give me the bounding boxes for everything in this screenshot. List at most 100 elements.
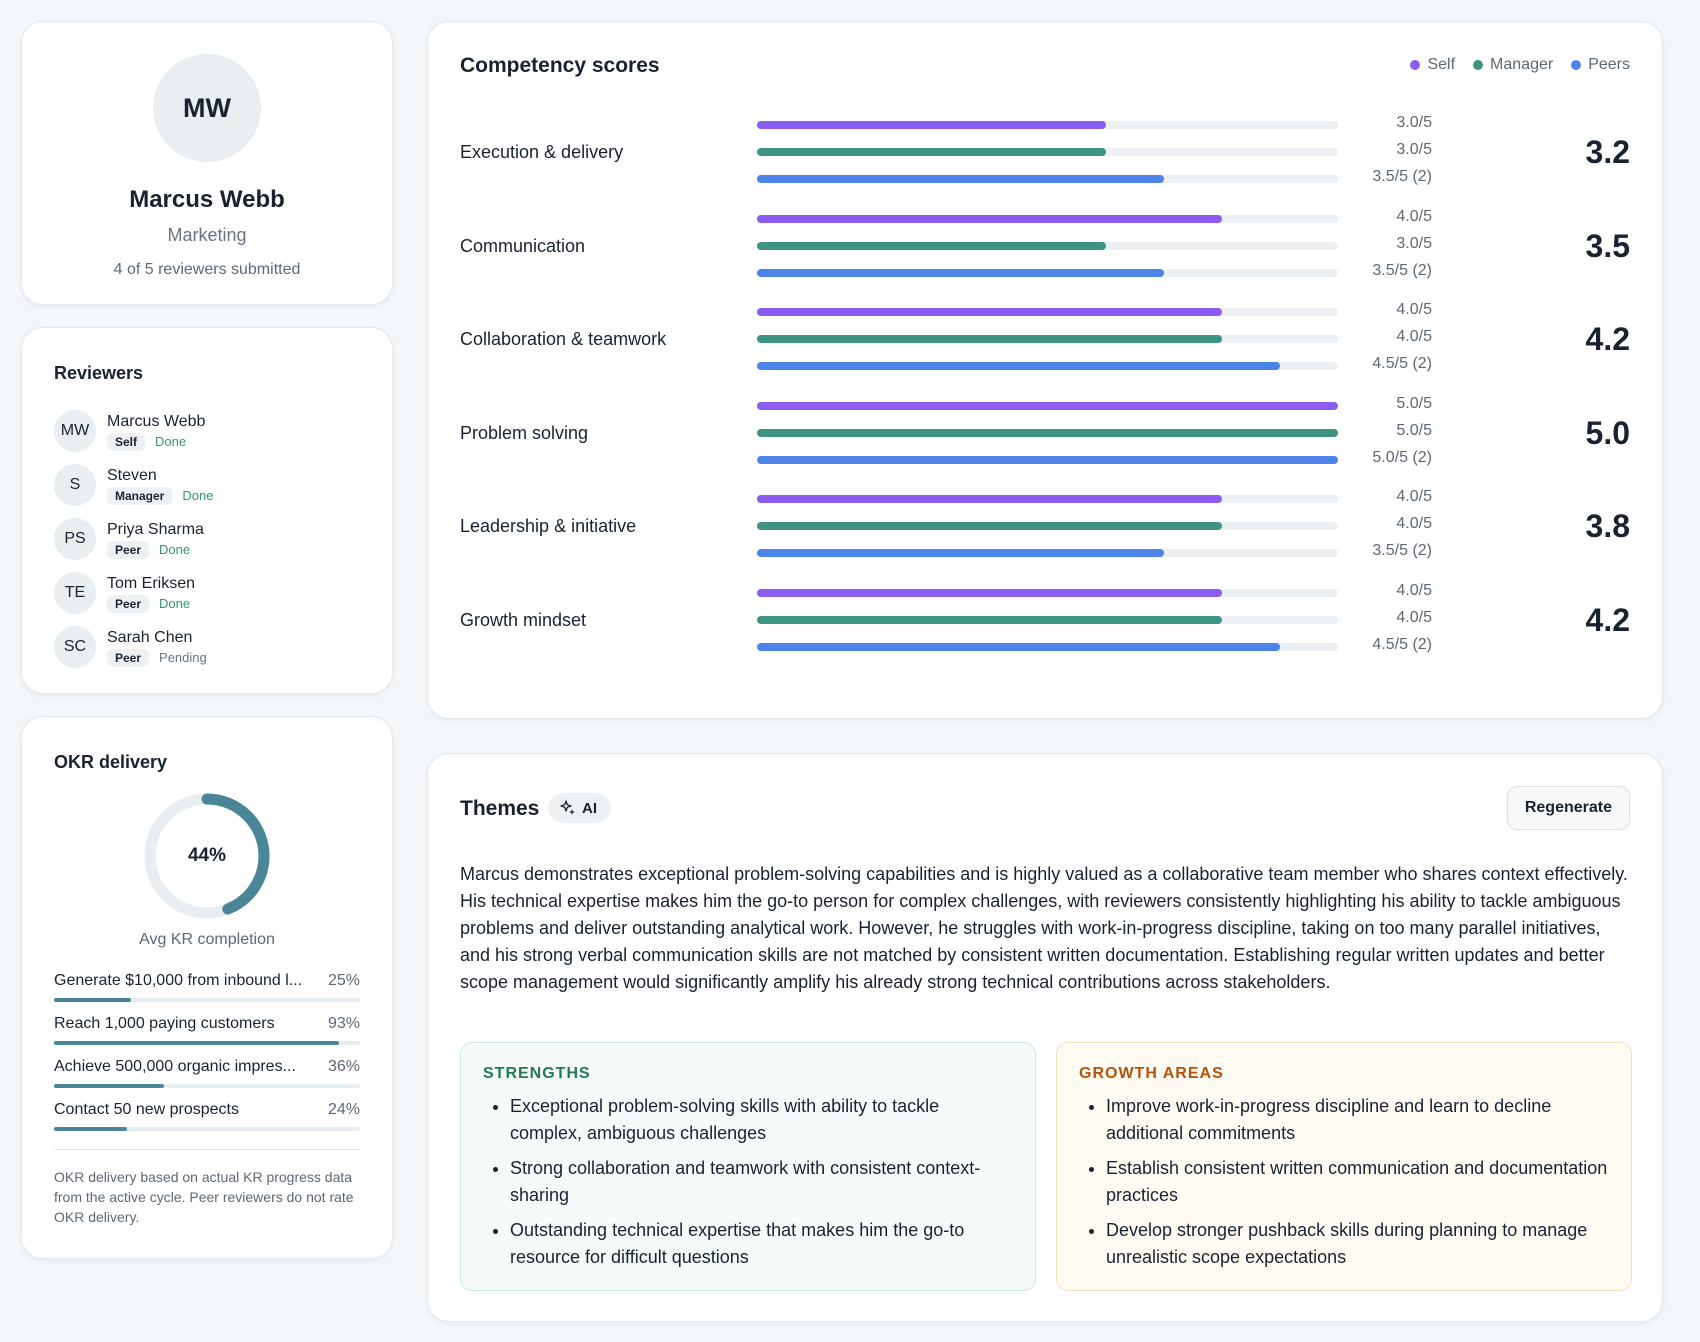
key-result-label: Achieve 500,000 organic impres...: [54, 1058, 296, 1075]
competency-score-manager: 4.0/5: [1396, 515, 1432, 532]
reviewer-status: Done: [155, 434, 187, 449]
reviewer-row: MW Marcus Webb Self Done: [54, 404, 372, 458]
competency-bar-peers: [757, 175, 1164, 183]
legend-peers: Peers: [1571, 56, 1630, 74]
reviewer-meta: Peer Done: [107, 594, 195, 613]
legend-self-label: Self: [1427, 56, 1456, 73]
competency-row: Growth mindset 4.2 4.0/5 4.0/5 4.5/5 (2): [428, 572, 1662, 672]
key-result-header: Generate $10,000 from inbound l... 25%: [54, 972, 360, 990]
competency-bar-track-manager: [757, 241, 1338, 250]
key-result-label: Contact 50 new prospects: [54, 1101, 239, 1118]
key-result-item: Achieve 500,000 organic impres... 36%: [54, 1058, 360, 1101]
reviewer-role-badge: Manager: [107, 486, 173, 505]
reviewer-name: Marcus Webb: [107, 412, 206, 430]
reviewer-avatar: S: [54, 464, 96, 506]
key-result-percent: 36%: [327, 1058, 360, 1075]
profile-department: Marketing: [167, 225, 247, 245]
key-result-item: Generate $10,000 from inbound l... 25%: [54, 972, 360, 1015]
key-result-progress-fill: [54, 998, 131, 1002]
reviewer-avatar: SC: [54, 626, 96, 668]
reviewer-info: Marcus Webb Self Done: [107, 412, 205, 451]
donut-progress-arc: [144, 793, 270, 919]
reviewer-row: TE Tom Eriksen Peer Done: [54, 566, 372, 620]
legend-manager-dot: [1473, 60, 1484, 70]
competency-score-self: 5.0/5: [1396, 394, 1432, 412]
reviewers-submitted-count: 4 of 5 reviewers submitted: [113, 261, 301, 278]
competency-label: Leadership & initiative: [460, 516, 637, 536]
key-result-progress-fill: [54, 1127, 128, 1131]
competency-bar-manager: [757, 615, 1222, 624]
reviewer-avatar: TE: [54, 572, 96, 614]
competency-title: Competency scores: [460, 54, 660, 77]
competency-total-score: 4.2: [1585, 601, 1630, 638]
growth-areas-list: Improve work-in-progress discipline and …: [1079, 1093, 1609, 1271]
competency-bar-peers: [757, 455, 1338, 464]
competency-score-manager: 4.0/5: [1396, 608, 1432, 626]
reviewer-role-badge: Peer: [107, 594, 150, 613]
themes-title: Themes: [460, 797, 540, 820]
reviewer-status: Done: [159, 542, 191, 557]
competency-bar-track-manager: [757, 148, 1338, 156]
competency-bar-peers: [757, 362, 1280, 370]
competency-score-peers: 3.5/5 (2): [1372, 261, 1432, 279]
growth-area-item: Develop stronger pushback skills during …: [1106, 1217, 1609, 1271]
sparkles-icon: [560, 800, 575, 815]
key-result-header: Achieve 500,000 organic impres... 36%: [54, 1058, 360, 1076]
key-result-label: Reach 1,000 paying customers: [54, 1015, 275, 1032]
reviewers-list: MW Marcus Webb Self Done S Steven Manager Done P…: [54, 404, 372, 674]
reviewer-status: Done: [182, 488, 214, 503]
competency-score-self: 4.0/5: [1396, 301, 1432, 318]
competency-scores-card: Competency scores Self Manager Peers Exe…: [427, 21, 1663, 719]
competency-label: Collaboration & teamwork: [460, 329, 667, 349]
key-result-percent: 93%: [327, 1015, 360, 1032]
reviewer-role-badge: Peer: [107, 648, 150, 667]
key-results-list: Generate $10,000 from inbound l... 25% Rea…: [54, 972, 360, 1144]
competency-label: Execution & delivery: [460, 142, 624, 162]
competency-score-peers: 3.5/5 (2): [1372, 542, 1432, 559]
competency-bar-self: [757, 495, 1222, 503]
regenerate-button[interactable]: Regenerate: [1506, 786, 1630, 830]
competency-bar-self: [757, 214, 1222, 223]
competency-bar-track-manager: [757, 428, 1338, 437]
legend-self-dot: [1410, 60, 1421, 70]
competency-score-peers: 4.5/5 (2): [1372, 635, 1432, 653]
competency-total-score: 3.5: [1585, 227, 1630, 264]
competency-score-manager: 4.0/5: [1396, 328, 1432, 345]
ai-badge-label: AI: [582, 799, 597, 817]
key-result-progress-track: [54, 998, 360, 1002]
reviewer-row: S Steven Manager Done: [54, 458, 372, 512]
competency-bar-peers: [757, 549, 1164, 557]
competency-score-manager: 3.0/5: [1396, 234, 1432, 252]
key-result-item: Reach 1,000 paying customers 93%: [54, 1015, 360, 1058]
reviewer-meta: Peer Pending: [107, 648, 207, 667]
competency-bar-track-peers: [757, 455, 1338, 464]
key-result-progress-track: [54, 1041, 360, 1045]
competency-bar-track-manager: [757, 522, 1338, 530]
competency-label: Communication: [460, 235, 586, 256]
competency-bar-track-peers: [757, 268, 1338, 277]
reviewer-info: Steven Manager Done: [107, 466, 213, 505]
reviewer-status: Done: [159, 596, 191, 611]
competency-bar-manager: [757, 335, 1222, 343]
competency-score-manager: 5.0/5: [1396, 421, 1432, 439]
competency-row: Problem solving 5.0 5.0/5 5.0/5 5.0/5 (2): [428, 385, 1662, 485]
key-result-progress-fill: [54, 1084, 165, 1088]
competency-legend: Self Manager Peers: [1392, 56, 1630, 74]
key-result-percent: 24%: [327, 1101, 360, 1118]
competency-score-self: 4.0/5: [1396, 488, 1432, 505]
strength-item: Strong collaboration and teamwork with c…: [510, 1155, 1013, 1209]
competency-bar-peers: [757, 268, 1164, 277]
competency-score-peers: 3.5/5 (2): [1372, 168, 1432, 185]
competency-bar-track-manager: [757, 335, 1338, 343]
reviewer-row: SC Sarah Chen Peer Pending: [54, 620, 372, 674]
legend-peers-label: Peers: [1588, 56, 1630, 73]
reviewers-title: Reviewers: [54, 363, 144, 383]
reviewer-role-badge: Self: [107, 432, 146, 451]
key-result-progress-track: [54, 1084, 360, 1088]
competency-score-self: 4.0/5: [1396, 581, 1432, 599]
competency-score-peers: 4.5/5 (2): [1372, 355, 1432, 372]
reviewer-meta: Manager Done: [107, 486, 214, 505]
ai-badge: AI: [548, 793, 611, 823]
competency-label: Growth mindset: [460, 609, 587, 630]
okr-divider: [54, 1149, 360, 1150]
